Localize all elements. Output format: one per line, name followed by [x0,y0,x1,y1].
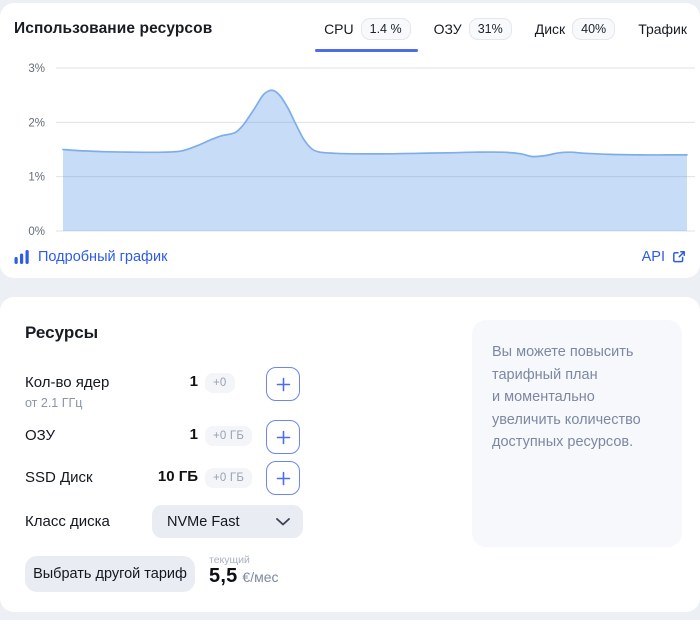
svg-text:2%: 2% [28,117,45,129]
detailed-chart-link[interactable]: Подробный график [14,249,167,265]
ssd-value: 10 ГБ [157,468,198,485]
tab-disk-label: Диск [534,21,566,37]
svg-text:0%: 0% [28,226,45,238]
tab-disk[interactable]: Диск 40% [534,18,616,40]
disk-class-select[interactable]: NVMe Fast [152,505,303,538]
tab-traffic-label: Трафик [638,21,687,37]
tab-traffic[interactable]: Трафик [638,21,687,37]
price-caption: текущий [209,554,250,566]
disk-class-label: Класс диска [25,513,110,530]
ram-label: ОЗУ [25,427,56,444]
ssd-plus-button[interactable] [266,461,300,495]
cores-label: Кол-во ядер [25,374,110,391]
bar-chart-icon [14,250,30,264]
tab-cpu-label: CPU [324,21,354,37]
plus-icon [276,471,291,486]
cpu-usage-chart: 0% 1% 2% 3% [28,63,695,238]
ssd-label: SSD Диск [25,469,93,486]
cores-plus-button[interactable] [266,367,300,401]
plus-icon [276,377,291,392]
usage-card-title: Использование ресурсов [14,20,213,37]
ssd-add-badge: +0 ГБ [205,468,253,488]
tab-ram[interactable]: ОЗУ 31% [434,18,512,40]
resources-card: Ресурсы Кол-во ядер от 2.1 ГГц 1 +0 ОЗУ … [0,297,700,612]
tab-ram-label: ОЗУ [433,21,462,37]
tab-ram-badge: 31% [468,18,512,40]
choose-tariff-button[interactable]: Выбрать другой тариф [25,556,195,592]
tab-disk-badge: 40% [572,18,616,40]
disk-class-value: NVMe Fast [167,513,240,530]
upgrade-info-text: Вы можете повысить тарифный план и момен… [492,344,641,450]
svg-text:1%: 1% [28,172,45,184]
ram-add-badge: +0 ГБ [205,426,253,446]
tab-cpu[interactable]: CPU 1.4 % [315,18,418,52]
api-link[interactable]: API [642,249,686,265]
price-amount: 5,5 [209,565,238,587]
cores-value: 1 [189,373,198,390]
resources-title: Ресурсы [25,323,99,342]
cores-add-badge: +0 [205,373,235,393]
price-unit: €/мес [242,569,279,585]
cores-sublabel: от 2.1 ГГц [25,396,83,410]
tab-cpu-badge: 1.4 % [360,18,411,40]
svg-text:3%: 3% [28,63,45,75]
api-link-label: API [641,249,665,265]
upgrade-info-box: Вы можете повысить тарифный план и момен… [472,320,682,547]
plus-icon [276,430,291,445]
chevron-down-icon [276,517,290,526]
ram-value: 1 [189,426,198,443]
current-price: 5,5 €/мес [209,565,279,588]
detailed-chart-link-label: Подробный график [38,249,168,265]
usage-card: Использование ресурсов CPU 1.4 % ОЗУ 31%… [0,3,700,278]
ram-plus-button[interactable] [266,420,300,454]
usage-tabs: CPU 1.4 % ОЗУ 31% Диск 40% Трафик [315,18,687,52]
external-link-icon [672,250,686,264]
